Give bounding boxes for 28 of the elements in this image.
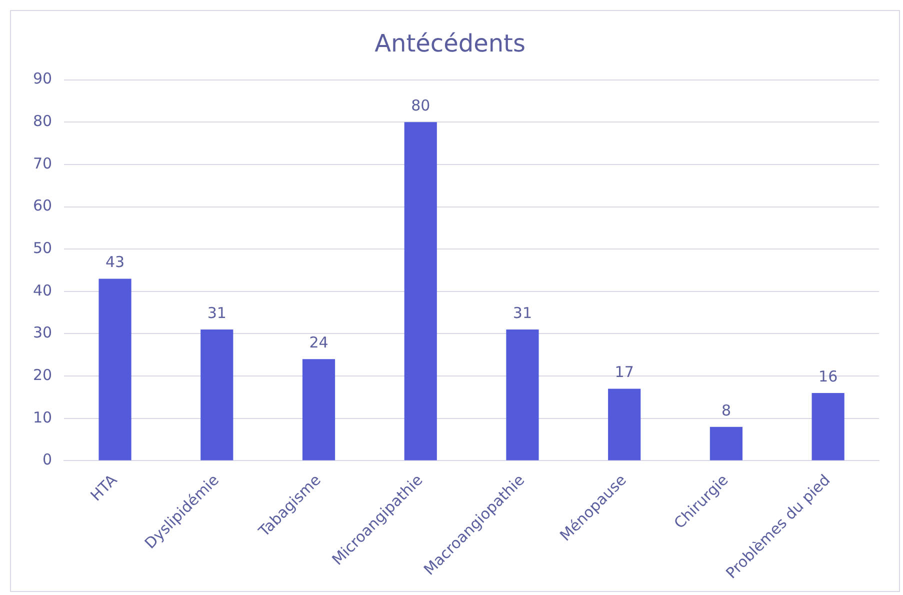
data-label: 31 bbox=[207, 304, 226, 322]
data-label: 16 bbox=[818, 367, 838, 386]
data-label: 43 bbox=[105, 253, 125, 272]
data-label: 17 bbox=[614, 363, 634, 382]
bar bbox=[812, 393, 844, 460]
y-tick-label: 20 bbox=[32, 366, 52, 384]
y-tick-label: 90 bbox=[32, 70, 52, 88]
bar bbox=[302, 359, 336, 460]
bar bbox=[710, 426, 742, 460]
bar bbox=[506, 330, 539, 460]
y-tick-label: 80 bbox=[32, 112, 52, 130]
bar bbox=[404, 122, 437, 460]
y-tick-label: 60 bbox=[32, 196, 52, 215]
data-label: 31 bbox=[512, 304, 532, 322]
bar bbox=[98, 278, 132, 460]
y-tick-label: 50 bbox=[32, 238, 52, 257]
data-label: 80 bbox=[411, 96, 430, 115]
x-tick-label: HTA bbox=[86, 470, 122, 505]
data-label: 8 bbox=[721, 401, 731, 420]
y-tick-label: 40 bbox=[32, 281, 52, 300]
y-tick-label: 30 bbox=[32, 324, 52, 342]
y-tick-label: 10 bbox=[32, 408, 52, 426]
y-tick-label: 70 bbox=[32, 154, 52, 172]
chart-title: Antécédents bbox=[374, 30, 526, 58]
y-tick-label: 0 bbox=[42, 450, 52, 469]
bar bbox=[200, 330, 234, 460]
bar bbox=[608, 388, 641, 460]
data-label: 24 bbox=[309, 334, 328, 352]
